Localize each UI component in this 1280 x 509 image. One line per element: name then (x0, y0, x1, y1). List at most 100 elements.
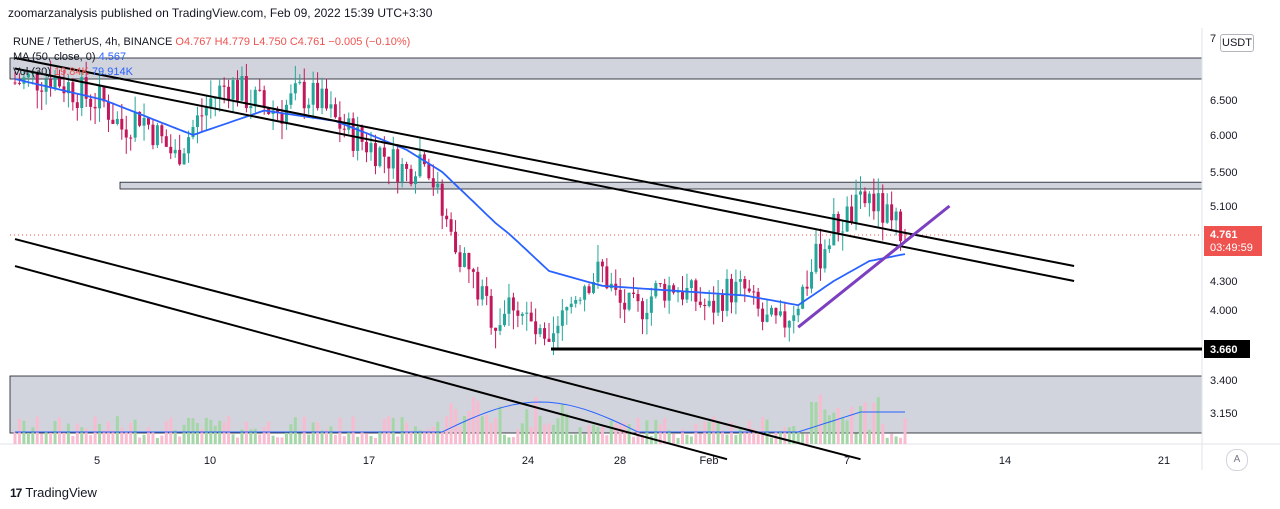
candle (231, 77, 235, 113)
volume-bar (320, 430, 324, 444)
volume-bar (351, 416, 355, 444)
volume-bar (787, 427, 791, 444)
candle (293, 65, 297, 101)
volume-bar (418, 430, 422, 444)
volume-bar (440, 432, 444, 444)
candle (765, 299, 769, 323)
volume-bar (391, 417, 395, 444)
candle (560, 299, 564, 341)
volume-bar (569, 434, 573, 444)
candle (427, 158, 431, 181)
volume-bar (698, 433, 702, 444)
candle (876, 178, 880, 227)
volume-bar (649, 435, 653, 444)
candle (236, 70, 239, 107)
candle (694, 278, 698, 312)
volume-bar (503, 434, 506, 444)
volume-bar (810, 401, 814, 444)
candle (329, 91, 333, 118)
volume-bar (436, 421, 440, 444)
volume-bar (814, 402, 818, 444)
ma-label[interactable]: MA (50, close, 0) (13, 51, 96, 63)
volume-bar (356, 436, 360, 444)
candle (209, 80, 213, 119)
candle (810, 259, 814, 294)
candle (832, 197, 836, 246)
volume-bar (240, 429, 244, 444)
low-value: L4.750 (253, 36, 287, 48)
publisher-line: zoomarzanalysis published on TradingView… (8, 6, 433, 20)
candle (160, 123, 164, 144)
time-tick-label: 5 (94, 455, 100, 467)
volume-bar (681, 429, 684, 444)
candle (458, 244, 462, 273)
volume-bar (182, 424, 186, 444)
candle (578, 297, 582, 305)
candle (814, 228, 818, 274)
channel-lower-line-1[interactable] (14, 265, 728, 461)
candle (645, 299, 649, 335)
candle (471, 267, 475, 289)
volume-bar (783, 427, 787, 444)
candle (863, 187, 867, 208)
volume-bar (467, 411, 471, 444)
candle (298, 74, 302, 85)
volume-bar (761, 417, 765, 444)
volume-bar (325, 429, 328, 444)
auto-scale-button[interactable]: A (1226, 449, 1248, 471)
candle (289, 84, 293, 109)
candle (890, 191, 894, 231)
candle (658, 283, 662, 288)
candle (525, 301, 529, 331)
volume-bar (293, 417, 297, 444)
grid-lines (0, 28, 1280, 470)
channel-lower-line-0[interactable] (14, 238, 861, 461)
volume-bar (89, 435, 93, 444)
uptrend-line[interactable] (797, 204, 951, 329)
price-tick-label: 6.500 (1210, 95, 1238, 107)
candle (147, 117, 150, 130)
volume-bar (498, 406, 502, 444)
candle (836, 211, 840, 242)
current-price-box (1204, 226, 1262, 256)
close-value: C4.761 (289, 36, 326, 48)
volume-bar (414, 426, 417, 444)
volume-bar (663, 418, 667, 444)
volume-bar (80, 427, 84, 444)
candle (636, 289, 640, 312)
tradingview-logo[interactable]: 17 TradingView (10, 485, 97, 500)
volume-bar (823, 409, 827, 444)
logo-text: TradingView (25, 485, 97, 500)
volume-bar (729, 422, 733, 444)
open-value: O4.767 (175, 36, 212, 48)
volume-bar (583, 434, 587, 444)
chart-legend: RUNE / TetherUS, 4h, BINANCE O4.767 H4.7… (13, 35, 410, 80)
candle (431, 164, 435, 196)
volume-bar (805, 434, 809, 444)
channel-upper-line-1[interactable] (14, 67, 1075, 282)
volume-bar (520, 423, 524, 444)
symbol-label[interactable]: RUNE / TetherUS, 4h, BINANCE (13, 36, 173, 48)
volume-bar (111, 430, 115, 444)
volume-bar (716, 421, 720, 444)
volume-bar (298, 433, 302, 444)
candle (89, 94, 93, 121)
volume-bar (516, 429, 520, 444)
vol-label[interactable]: Vol (30) (13, 66, 51, 78)
volume-bar (458, 426, 462, 444)
volume-bar (538, 415, 542, 444)
volume-bar (204, 417, 208, 444)
channel-upper-line-0[interactable] (14, 57, 1075, 268)
candle (115, 111, 119, 126)
volume-bar (178, 436, 182, 444)
volume-bar (93, 416, 97, 444)
currency-button[interactable]: USDT (1220, 34, 1254, 52)
volume-bar (801, 433, 805, 444)
volume-bar (31, 427, 35, 444)
candle (120, 104, 124, 140)
candle (783, 301, 787, 338)
volume-bar (863, 402, 867, 444)
candle (716, 279, 720, 317)
volume-bar (480, 416, 484, 444)
